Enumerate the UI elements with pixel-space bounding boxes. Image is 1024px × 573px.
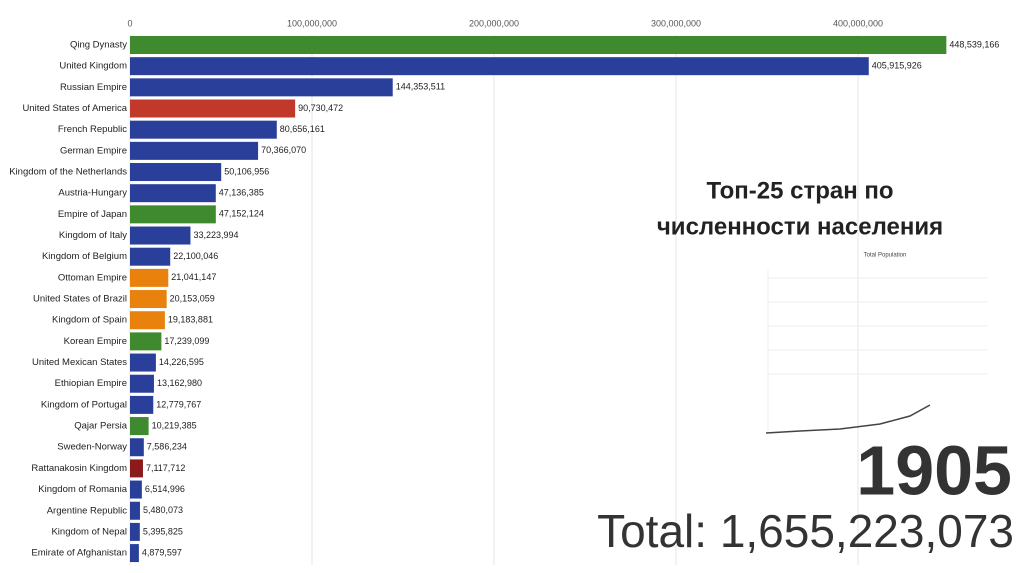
- y-tick-label: Qajar Persia: [74, 421, 128, 432]
- x-tick-label: 100,000,000: [287, 18, 337, 28]
- y-tick-label: Ethiopian Empire: [55, 378, 127, 389]
- y-tick-label: French Republic: [58, 124, 127, 135]
- value-label: 6,514,996: [145, 484, 185, 494]
- inset-line: [765, 404, 931, 434]
- bar: [130, 332, 162, 351]
- y-tick-label: Sweden-Norway: [57, 442, 127, 453]
- y-tick-label: Kingdom of Romania: [38, 484, 127, 495]
- inset: Total Population: [765, 253, 988, 434]
- bar: [130, 459, 143, 478]
- y-tick-label: German Empire: [60, 145, 127, 156]
- chart-title: численности населения: [657, 213, 943, 240]
- value-label: 22,100,046: [173, 251, 218, 261]
- value-label: 19,183,881: [168, 315, 213, 325]
- y-tick-label: Kingdom of Nepal: [51, 526, 127, 537]
- bar: [130, 268, 169, 287]
- bar: [130, 311, 165, 330]
- bar: [130, 36, 947, 54]
- value-label: 5,395,825: [143, 526, 183, 536]
- inset-title: Total Population: [864, 253, 907, 259]
- y-tick-label: Qing Dynasty: [70, 40, 127, 51]
- y-tick-label: Kingdom of Portugal: [41, 399, 127, 410]
- bar: [130, 290, 167, 309]
- value-label: 5,480,073: [143, 505, 183, 515]
- bar: [130, 78, 393, 97]
- value-label: 448,539,166: [949, 39, 999, 49]
- bar: [130, 99, 296, 118]
- y-tick-label: Russian Empire: [60, 82, 127, 93]
- bar: [130, 480, 142, 499]
- bar: [130, 247, 171, 266]
- y-tick-label: Ottoman Empire: [58, 272, 127, 283]
- value-label: 10,219,385: [152, 420, 197, 430]
- value-label: 7,117,712: [146, 463, 185, 473]
- value-label: 13,162,980: [157, 378, 202, 388]
- y-tick-label: United Kingdom: [59, 61, 127, 72]
- bar: [130, 417, 149, 436]
- y-tick-label: Austria-Hungary: [58, 188, 127, 199]
- bar: [130, 141, 259, 160]
- y-tick-label: Emirate of Afghanistan: [31, 548, 127, 559]
- value-label: 70,366,070: [261, 145, 306, 155]
- bar: [130, 522, 140, 541]
- value-label: 144,353,511: [396, 82, 445, 92]
- value-label: 405,915,926: [872, 61, 922, 71]
- value-label: 14,226,595: [159, 357, 204, 367]
- x-tick-label: 300,000,000: [651, 18, 701, 28]
- value-label: 47,152,124: [219, 209, 264, 219]
- total-label: Total: 1,655,223,073: [597, 505, 1014, 557]
- y-tick-label: United Mexican States: [32, 357, 127, 368]
- value-label: 80,656,161: [280, 124, 325, 134]
- value-label: 33,223,994: [193, 230, 238, 240]
- x-tick-label: 200,000,000: [469, 18, 519, 28]
- bar: [130, 163, 222, 182]
- y-tick-label: Kingdom of Belgium: [42, 251, 127, 262]
- y-tick-label: United States of America: [22, 103, 127, 114]
- chart-title: Топ-25 стран по: [706, 177, 893, 204]
- x-tick-label: 400,000,000: [833, 18, 883, 28]
- bar: [130, 353, 156, 372]
- y-tick-label: Argentine Republic: [47, 505, 128, 516]
- y-tick-label: Kingdom of Spain: [52, 315, 127, 326]
- value-label: 4,879,597: [142, 547, 182, 557]
- y-tick-label: United States of Brazil: [33, 294, 127, 305]
- bar: [130, 226, 191, 245]
- value-label: 21,041,147: [171, 272, 216, 282]
- year-label: 1905: [856, 431, 1012, 509]
- value-label: 12,779,767: [156, 399, 201, 409]
- value-label: 7,586,234: [147, 442, 187, 452]
- value-label: 50,106,956: [224, 166, 269, 176]
- value-label: 17,239,099: [164, 336, 209, 346]
- bar: [130, 438, 144, 457]
- bar: [130, 184, 216, 203]
- bar: [130, 374, 154, 393]
- y-tick-label: Kingdom of Italy: [59, 230, 127, 241]
- x-tick-label: 0: [127, 18, 132, 28]
- y-tick-label: Empire of Japan: [58, 209, 127, 220]
- y-tick-label: Kingdom of the Netherlands: [9, 167, 127, 178]
- value-label: 20,153,059: [170, 293, 215, 303]
- bar: [130, 205, 216, 224]
- bar: [130, 57, 869, 76]
- value-label: 90,730,472: [298, 103, 343, 113]
- bar: [130, 120, 277, 139]
- bar: [130, 395, 154, 414]
- bar: [130, 544, 139, 563]
- y-tick-label: Korean Empire: [64, 336, 127, 347]
- bar: [130, 501, 140, 520]
- y-tick-label: Rattanakosin Kingdom: [31, 463, 127, 474]
- value-label: 47,136,385: [219, 188, 264, 198]
